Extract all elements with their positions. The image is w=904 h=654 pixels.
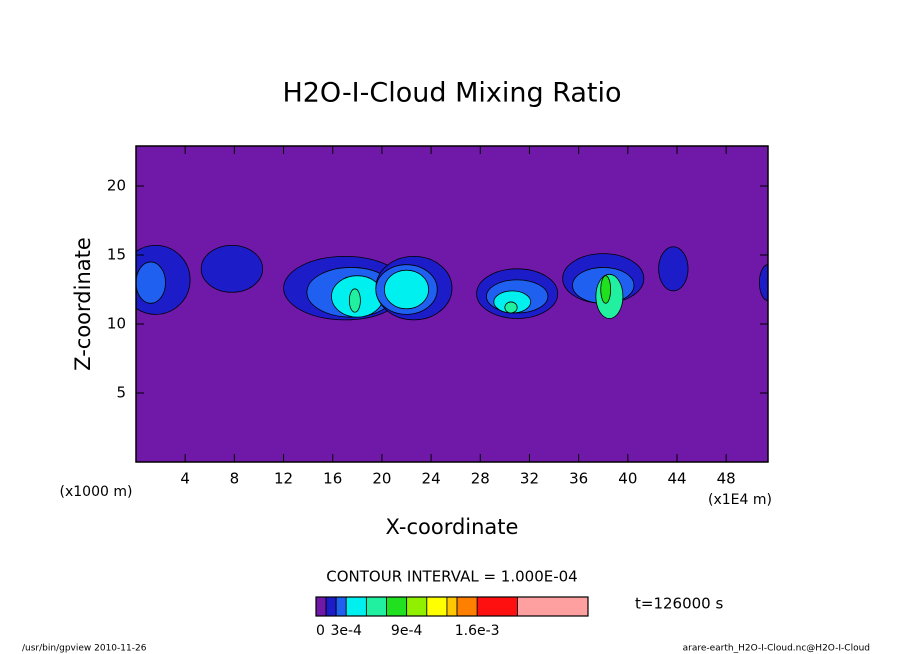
y-unit: (x1000 m) [60,484,133,500]
colorbar-cell [446,596,458,617]
y-tick-label: 5 [116,384,126,402]
colorbar-cell [406,596,428,617]
contour-region [348,288,361,313]
contour-interval: CONTOUR INTERVAL = 1.000E-04 [326,568,577,586]
x-tick-label: 48 [717,470,736,488]
colorbar-cell [325,596,337,617]
colorbar-cell [517,596,589,617]
footer-right: arare-earth_H2O-I-Cloud.nc@H2O-I-Cloud [683,644,870,654]
colorbar-tick-label: 1.6e-3 [455,623,500,639]
contour-region [383,269,430,310]
x-tick-label: 44 [667,470,686,488]
x-tick-label: 36 [569,470,588,488]
colorbar-cell [315,596,327,617]
contour-region [658,246,689,292]
x-axis-label: X-coordinate [386,515,519,539]
x-tick-label: 4 [180,470,190,488]
plot-frame [135,145,769,463]
colorbar-tick-label: 3e-4 [330,623,362,639]
colorbar-cell [365,596,387,617]
plot-background [136,146,768,462]
x-tick-label: 28 [471,470,490,488]
time-label: t=126000 s [635,595,723,613]
x-tick-label: 40 [618,470,637,488]
colorbar-tick-label: 0 [316,623,325,639]
y-axis-label: Z-coordinate [71,237,95,371]
footer-left: /usr/bin/gpview 2010-11-26 [22,644,147,654]
contour-region [200,244,264,293]
chart-title: H2O-I-Cloud Mixing Ratio [282,78,621,109]
x-tick-label: 12 [274,470,293,488]
x-tick-label: 8 [230,470,240,488]
contour-region [504,301,518,314]
x-tick-label: 16 [323,470,342,488]
colorbar-cell [426,596,448,617]
colorbar-cell [476,596,518,617]
contour-region [758,264,768,301]
colorbar-frame [315,596,589,617]
colorbar-cell [345,596,367,617]
colorbar-cell [335,596,347,617]
x-tick-label: 20 [372,470,391,488]
y-tick-label: 20 [107,177,126,195]
colorbar-tick-label: 9e-4 [391,623,423,639]
x-tick-label: 24 [422,470,441,488]
colorbar-cell [456,596,478,617]
y-tick-label: 10 [107,315,126,333]
x-tick-label: 32 [520,470,539,488]
y-tick-label: 15 [107,246,126,264]
colorbar-cell [386,596,408,617]
x-unit: (x1E4 m) [708,492,772,508]
contour-region [136,261,166,304]
contour-region [600,275,612,304]
